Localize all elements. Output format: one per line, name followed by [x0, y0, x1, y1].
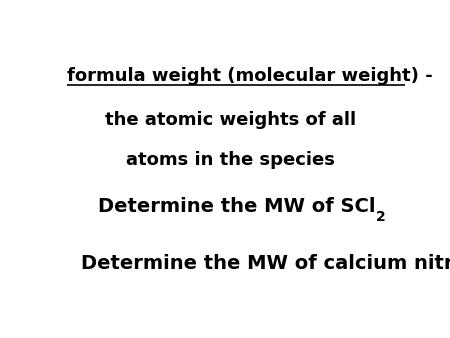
- Text: atoms in the species: atoms in the species: [126, 151, 335, 169]
- Text: Determine the MW of SCl: Determine the MW of SCl: [98, 197, 376, 216]
- Text: -   sum of: - sum of: [418, 67, 450, 84]
- Text: the atomic weights of all: the atomic weights of all: [105, 111, 356, 129]
- Text: 2: 2: [376, 210, 385, 224]
- Text: Determine the MW of calcium nitrate: Determine the MW of calcium nitrate: [81, 254, 450, 273]
- Text: formula weight (molecular weight): formula weight (molecular weight): [67, 67, 418, 84]
